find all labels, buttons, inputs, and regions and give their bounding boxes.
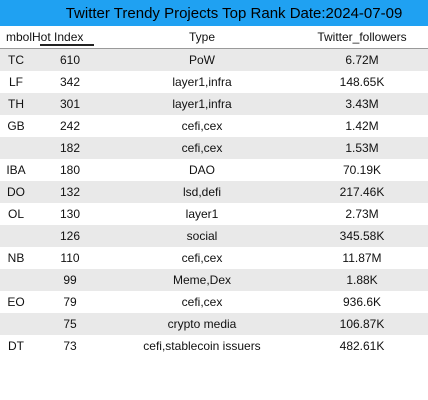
cell-followers: 217.46K	[296, 181, 428, 203]
cell-symbol: TC	[0, 48, 32, 71]
cell-symbol: LF	[0, 71, 32, 93]
cell-hot-index: 110	[32, 247, 108, 269]
cell-hot-index: 75	[32, 313, 108, 335]
cell-hot-index: 132	[32, 181, 108, 203]
cell-hot-index: 342	[32, 71, 108, 93]
cell-type: layer1,infra	[108, 93, 296, 115]
table-row: 75 crypto media 106.87K	[0, 313, 428, 335]
rank-table: mbol Hot Index Type Twitter_followers TC…	[0, 26, 428, 357]
cell-type: cefi,cex	[108, 115, 296, 137]
table-row: 99 Meme,Dex 1.88K	[0, 269, 428, 291]
cell-type: cefi,cex	[108, 291, 296, 313]
cell-followers: 148.65K	[296, 71, 428, 93]
cell-followers: 3.43M	[296, 93, 428, 115]
cell-followers: 345.58K	[296, 225, 428, 247]
table-row: EO 79 cefi,cex 936.6K	[0, 291, 428, 313]
cell-symbol: DO	[0, 181, 32, 203]
table-row: NB 110 cefi,cex 11.87M	[0, 247, 428, 269]
table-row: 182 cefi,cex 1.53M	[0, 137, 428, 159]
column-header-followers[interactable]: Twitter_followers	[317, 30, 407, 44]
cell-followers: 11.87M	[296, 247, 428, 269]
cell-hot-index: 73	[32, 335, 108, 357]
table-row: DO 132 lsd,defi 217.46K	[0, 181, 428, 203]
cell-symbol	[0, 269, 32, 291]
cell-hot-index: 610	[32, 48, 108, 71]
title-bar: Twitter Trendy Projects Top Rank Date:20…	[0, 0, 428, 26]
table-header-row: mbol Hot Index Type Twitter_followers	[0, 26, 428, 49]
cell-symbol	[0, 137, 32, 159]
cell-followers: 106.87K	[296, 313, 428, 335]
table-body: TC 610 PoW 6.72M LF 342 layer1,infra 148.65K TH 3…	[0, 48, 428, 357]
cell-type: layer1	[108, 203, 296, 225]
cell-type: crypto media	[108, 313, 296, 335]
cell-type: cefi,cex	[108, 137, 296, 159]
cell-hot-index: 180	[32, 159, 108, 181]
cell-hot-index: 242	[32, 115, 108, 137]
cell-type: DAO	[108, 159, 296, 181]
cell-type: cefi,cex	[108, 247, 296, 269]
table-row: IBA 180 DAO 70.19K	[0, 159, 428, 181]
page-title: Twitter Trendy Projects Top Rank Date:20…	[65, 4, 403, 22]
cell-symbol	[0, 313, 32, 335]
cell-followers: 1.53M	[296, 137, 428, 159]
table-row: GB 242 cefi,cex 1.42M	[0, 115, 428, 137]
cell-followers: 1.42M	[296, 115, 428, 137]
table-row: TH 301 layer1,infra 3.43M	[0, 93, 428, 115]
table-row: OL 130 layer1 2.73M	[0, 203, 428, 225]
cell-type: PoW	[108, 48, 296, 71]
cell-symbol: DT	[0, 335, 32, 357]
cell-symbol: EO	[0, 291, 32, 313]
column-header-symbol[interactable]: mbol	[5, 30, 32, 44]
cell-followers: 936.6K	[296, 291, 428, 313]
table-row: TC 610 PoW 6.72M	[0, 48, 428, 71]
cell-hot-index: 99	[32, 269, 108, 291]
cell-type: layer1,infra	[108, 71, 296, 93]
column-header-hot-index[interactable]: Hot Index	[32, 26, 108, 49]
cell-type: lsd,defi	[108, 181, 296, 203]
cell-hot-index: 79	[32, 291, 108, 313]
column-header-type[interactable]: Type	[188, 30, 215, 44]
cell-symbol: TH	[0, 93, 32, 115]
column-header-hot-index-label: Hot Index	[32, 30, 84, 44]
cell-followers: 1.88K	[296, 269, 428, 291]
cell-hot-index: 126	[32, 225, 108, 247]
cell-hot-index: 130	[32, 203, 108, 225]
cell-followers: 6.72M	[296, 48, 428, 71]
cell-symbol: GB	[0, 115, 32, 137]
table-row: 126 social 345.58K	[0, 225, 428, 247]
cell-hot-index: 182	[32, 137, 108, 159]
cell-type: Meme,Dex	[108, 269, 296, 291]
cell-type: cefi,stablecoin issuers	[108, 335, 296, 357]
cell-followers: 482.61K	[296, 335, 428, 357]
table-row: DT 73 cefi,stablecoin issuers 482.61K	[0, 335, 428, 357]
cell-symbol: NB	[0, 247, 32, 269]
cell-hot-index: 301	[32, 93, 108, 115]
cell-symbol: IBA	[0, 159, 32, 181]
cell-symbol	[0, 225, 32, 247]
sort-indicator	[40, 44, 94, 46]
cell-symbol: OL	[0, 203, 32, 225]
cell-followers: 70.19K	[296, 159, 428, 181]
cell-followers: 2.73M	[296, 203, 428, 225]
cell-type: social	[108, 225, 296, 247]
table-row: LF 342 layer1,infra 148.65K	[0, 71, 428, 93]
